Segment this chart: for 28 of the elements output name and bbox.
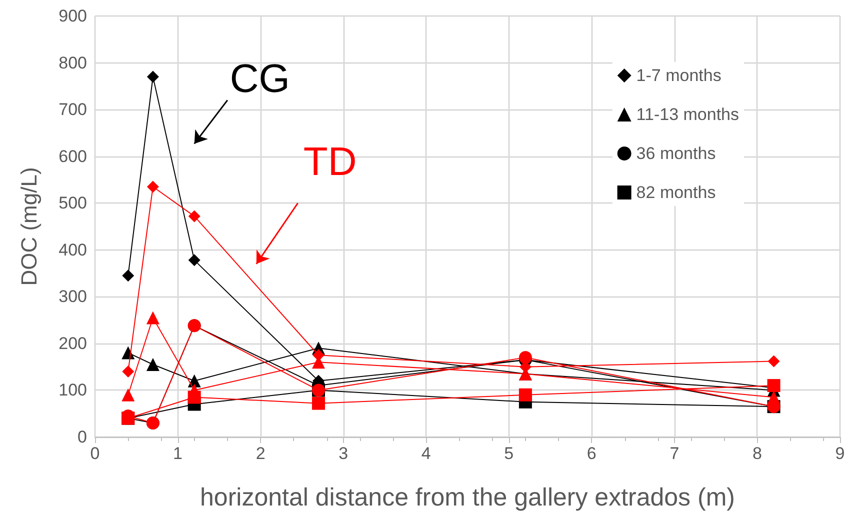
y-tick-label: 400 <box>58 240 87 260</box>
legend-label: 11-13 months <box>636 105 740 124</box>
y-tick-label: 200 <box>58 334 87 353</box>
legend-label: 82 months <box>636 183 716 202</box>
y-axis-title: DOC (mg/L) <box>16 167 42 286</box>
x-tick-label: 9 <box>835 444 845 463</box>
y-tick-label: 700 <box>58 100 87 120</box>
y-tick-label: 0 <box>78 428 87 446</box>
x-tick-label: 8 <box>752 444 762 463</box>
x-tick-label: 6 <box>586 444 596 463</box>
x-tick-label: 4 <box>421 444 431 463</box>
x-tick-label: 2 <box>256 444 266 463</box>
x-tick-label: 7 <box>670 444 680 463</box>
x-tick-label: 1 <box>173 444 183 463</box>
y-tick-label: 100 <box>58 380 87 400</box>
y-tick-label: 600 <box>58 146 87 166</box>
x-tick-label: 5 <box>504 444 514 463</box>
annotation: CG <box>230 57 290 102</box>
x-axis-title: horizontal distance from the gallery extrados (m) <box>200 484 735 512</box>
y-tick-label: 300 <box>58 287 87 306</box>
y-tick-label: 500 <box>58 194 87 213</box>
y-tick-label: 800 <box>58 53 87 72</box>
x-tick-label: 0 <box>90 444 100 463</box>
y-tick-label: 900 <box>58 6 87 26</box>
annotation: TD <box>303 140 357 184</box>
x-tick-label: 3 <box>338 444 348 463</box>
legend-label: 1-7 months <box>636 66 722 85</box>
legend-label: 36 months <box>636 144 716 163</box>
